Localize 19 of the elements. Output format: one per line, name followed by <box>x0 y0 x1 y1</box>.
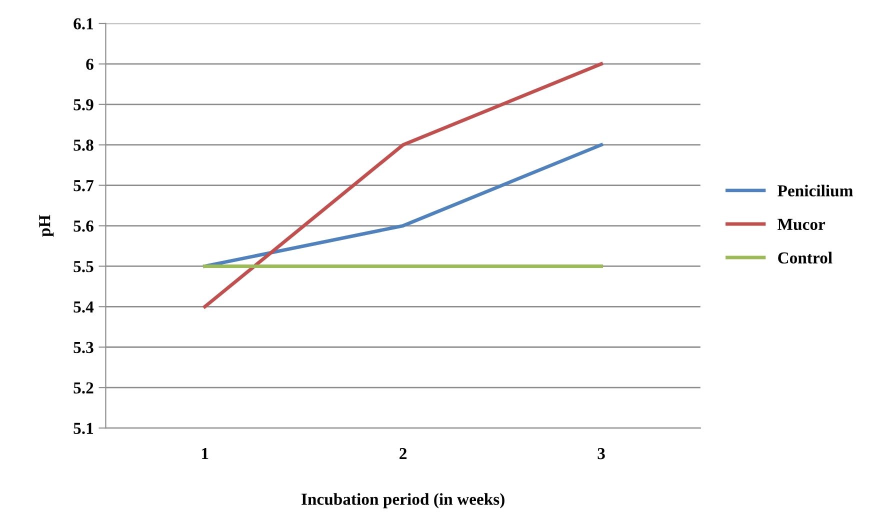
y-tick-label: 5.9 <box>74 99 94 110</box>
y-tick-label: 5.8 <box>74 140 94 151</box>
x-tick-label: 3 <box>598 448 605 460</box>
legend-label: Mucor <box>778 218 826 230</box>
y-tick-label: 5.5 <box>74 261 94 272</box>
y-tick-label: 5.3 <box>74 342 94 354</box>
y-tick-label: 5.4 <box>74 301 94 313</box>
y-tick-label: 6.1 <box>74 18 94 30</box>
y-tick-label: 5.6 <box>74 220 94 232</box>
x-tick-label: 1 <box>202 448 208 460</box>
y-tick-label: 5.1 <box>74 422 94 434</box>
y-tick-label: 6 <box>86 58 94 70</box>
legend-label: Control <box>778 252 832 264</box>
y-tick-label: 5.2 <box>74 382 94 394</box>
y-axis-title: pH <box>39 214 54 237</box>
y-tick-label: 5.7 <box>74 180 94 192</box>
x-axis-title: Incubation period (in weeks) <box>302 493 504 508</box>
legend-label: Penicilium <box>778 184 853 196</box>
x-tick-label: 2 <box>400 448 407 460</box>
